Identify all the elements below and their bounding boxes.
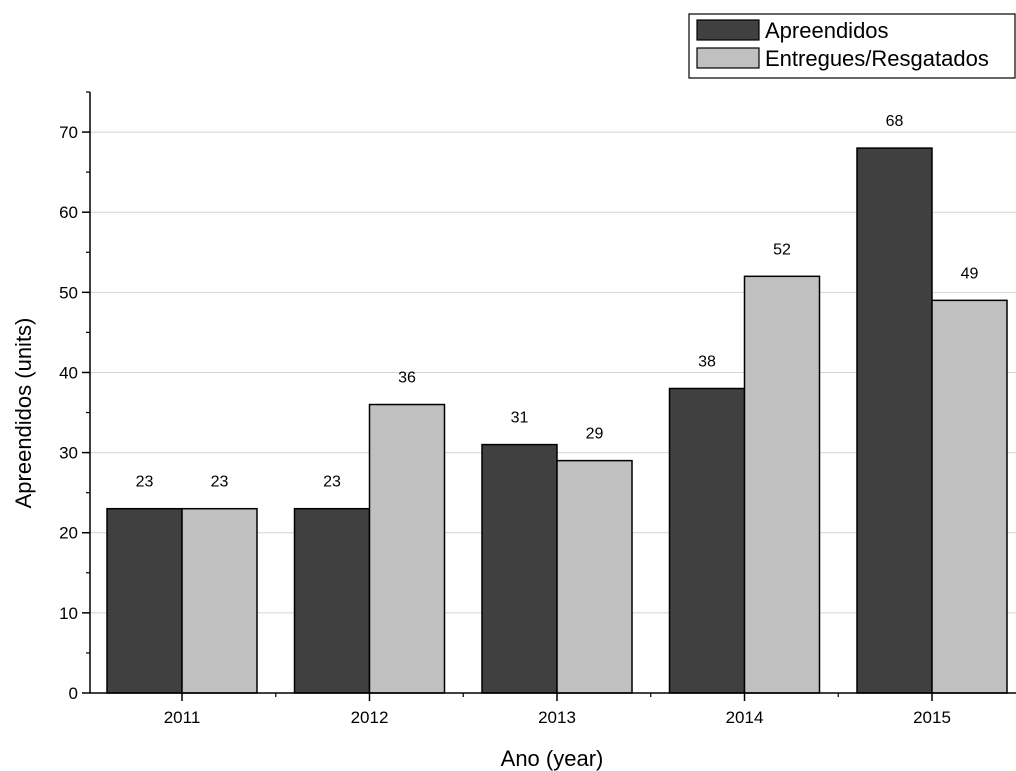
y-tick-label-30: 30	[59, 444, 78, 463]
legend: Apreendidos Entregues/Resgatados	[688, 13, 1016, 79]
bar-2011-entregues	[181, 507, 258, 694]
legend-swatch-entregues	[696, 47, 760, 69]
y-tick-label-10: 10	[59, 604, 78, 623]
bar-2012-apreendidos	[293, 507, 371, 694]
x-tick-label-2012: 2012	[351, 708, 389, 727]
data-label-2011-entregues: 23	[211, 474, 229, 491]
x-tick-label-2015: 2015	[913, 708, 951, 727]
data-labels: 23 23 31 38 68 23 36 29 52 49	[136, 113, 979, 491]
data-label-2014-entregues: 52	[773, 241, 791, 258]
y-axis-title: Apreendidos (units)	[11, 318, 36, 509]
data-label-2011-apreendidos: 23	[136, 474, 154, 491]
data-label-2013-entregues: 29	[586, 426, 604, 443]
bar-2014-apreendidos	[668, 387, 746, 694]
legend-label-entregues: Entregues/Resgatados	[765, 46, 989, 71]
bars	[106, 147, 1008, 694]
legend-swatch-apreendidos	[696, 19, 760, 41]
data-label-2014-apreendidos: 38	[698, 353, 716, 370]
legend-label-apreendidos: Apreendidos	[765, 18, 889, 43]
axes: 0 10 20 30 40 50 60 70 2011 2012 2013 2014 2015	[59, 91, 1016, 727]
bar-2015-entregues	[931, 299, 1008, 694]
bar-2013-entregues	[556, 459, 633, 694]
x-axis-title: Ano (year)	[501, 746, 604, 771]
x-tick-label-2011: 2011	[164, 708, 201, 727]
bar-2012-entregues	[368, 403, 446, 694]
data-label-2015-entregues: 49	[961, 265, 979, 282]
bar-2011-apreendidos	[106, 507, 183, 694]
data-label-2015-apreendidos: 68	[886, 113, 904, 130]
y-tick-label-0: 0	[69, 684, 78, 703]
x-tick-label-2013: 2013	[538, 708, 576, 727]
y-tick-label-50: 50	[59, 283, 78, 302]
y-tick-label-20: 20	[59, 524, 78, 543]
data-label-2013-apreendidos: 31	[511, 410, 529, 427]
bar-2013-apreendidos	[481, 443, 558, 694]
data-label-2012-apreendidos: 23	[323, 474, 341, 491]
bar-2015-apreendidos	[856, 147, 933, 694]
y-tick-label-70: 70	[59, 123, 78, 142]
bar-2014-entregues	[743, 275, 821, 694]
x-tick-label-2014: 2014	[726, 708, 764, 727]
y-tick-label-60: 60	[59, 203, 78, 222]
data-label-2012-entregues: 36	[398, 370, 416, 387]
y-tick-label-40: 40	[59, 363, 78, 382]
